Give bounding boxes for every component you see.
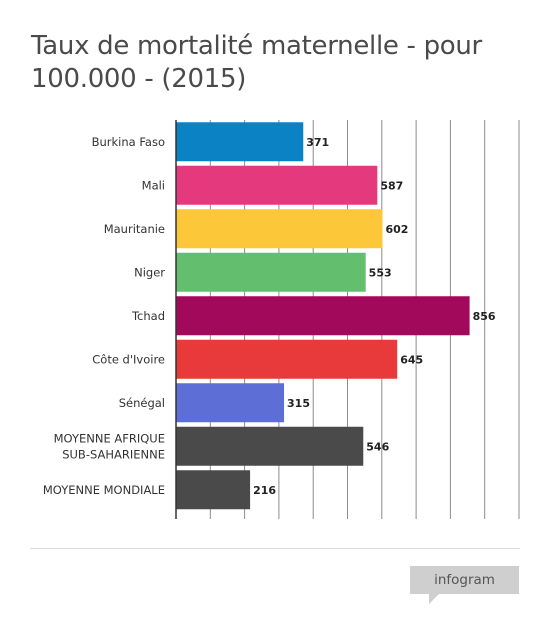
category-label-line: Mali	[142, 178, 165, 192]
bar[interactable]	[176, 470, 251, 510]
category-label: MOYENNE AFRIQUE SUB-SAHARIENNE	[54, 431, 165, 461]
value-label: 216	[253, 484, 276, 497]
category-label-line: Sénégal	[119, 396, 165, 410]
bar[interactable]	[176, 122, 304, 162]
category-label: Tchad	[131, 309, 165, 323]
category-label-line: Mauritanie	[104, 222, 165, 236]
bar[interactable]	[176, 339, 398, 379]
bar[interactable]	[176, 383, 285, 423]
category-label-line: Côte d'Ivoire	[92, 352, 165, 366]
logo-text: infogram	[434, 572, 495, 588]
chart-title: Taux de mortalité maternelle - pour 100.…	[31, 31, 482, 94]
value-label: 546	[366, 440, 389, 453]
category-label: Burkina Faso	[92, 135, 165, 149]
value-label: 602	[385, 223, 408, 236]
category-label: Mali	[142, 178, 165, 192]
category-label-line: MOYENNE AFRIQUE	[54, 431, 165, 445]
bar[interactable]	[176, 426, 364, 466]
category-label-line: Burkina Faso	[92, 135, 165, 149]
bar-chart: Burkina Faso Mali Mauritanie Niger Tchad Côte…	[43, 120, 520, 519]
value-label: 315	[287, 397, 310, 410]
category-label-line: Tchad	[131, 309, 165, 323]
value-labels: 371 587 602 553 856 645 315 546 216	[253, 136, 496, 497]
bar[interactable]	[176, 209, 383, 249]
category-label: Côte d'Ivoire	[92, 352, 165, 366]
category-label-line: MOYENNE MONDIALE	[43, 483, 165, 497]
bar[interactable]	[176, 165, 378, 205]
category-label: Sénégal	[119, 396, 165, 410]
value-label: 856	[473, 310, 496, 323]
value-label: 645	[400, 353, 423, 366]
value-label: 553	[369, 266, 392, 279]
footer-divider	[30, 548, 520, 549]
bar[interactable]	[176, 296, 470, 336]
category-labels: Burkina Faso Mali Mauritanie Niger Tchad Côte…	[43, 135, 165, 497]
bar[interactable]	[176, 252, 366, 292]
value-label: 587	[380, 179, 403, 192]
category-label: Mauritanie	[104, 222, 165, 236]
infogram-logo[interactable]: infogram	[410, 566, 519, 604]
category-label: Niger	[134, 265, 165, 279]
bars	[176, 122, 470, 510]
value-label: 371	[306, 136, 329, 149]
category-label-line: SUB-SAHARIENNE	[62, 447, 165, 461]
category-label-line: Niger	[134, 265, 165, 279]
logo-speech-tail	[429, 594, 439, 604]
category-label: MOYENNE MONDIALE	[43, 483, 165, 497]
